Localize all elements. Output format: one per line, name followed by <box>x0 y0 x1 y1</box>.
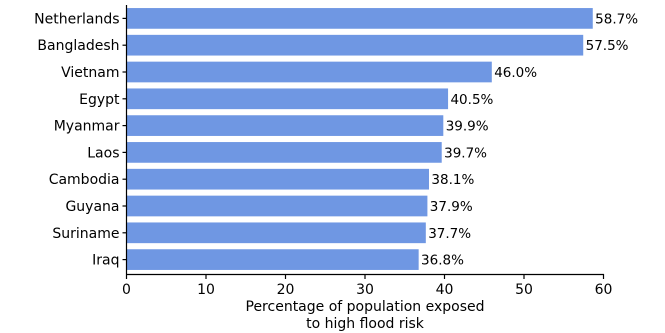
bar-iraq <box>126 248 420 271</box>
category-label: Vietnam <box>61 65 119 81</box>
category-label: Netherlands <box>34 11 119 27</box>
data-labels: 58.7% 57.5% 46.0%40.5% 39.9% 39.7% 38.1% 37.9%… <box>421 11 638 268</box>
bar-egypt <box>126 87 449 110</box>
category-label: Bangladesh <box>37 38 119 54</box>
x-tick-label: 50 <box>515 282 533 298</box>
x-axis-title-line-2: to high flood risk <box>306 316 425 332</box>
data-label: 57.5% <box>586 38 629 54</box>
x-tick-label: 10 <box>197 282 215 298</box>
category-label: Myanmar <box>54 119 120 135</box>
bar-laos <box>126 141 443 164</box>
x-axis-title-line-1: Percentage of population exposed <box>246 299 485 315</box>
data-label: 46.0% <box>494 65 537 81</box>
category-label: Suriname <box>52 226 119 242</box>
bar-myanmar <box>126 114 445 137</box>
bar-suriname <box>126 221 427 244</box>
data-label: 40.5% <box>450 92 493 108</box>
category-labels: Netherlands Bangladesh Vietnam Egypt Myanmar… <box>34 11 127 269</box>
bar-cambodia <box>126 168 430 191</box>
x-tick-label: 40 <box>436 282 454 298</box>
x-tick-label: 20 <box>277 282 295 298</box>
bar-netherlands <box>126 7 594 30</box>
x-tick-label: 60 <box>595 282 613 298</box>
data-label: 36.8% <box>421 253 464 269</box>
x-tick-label: 0 <box>122 282 131 298</box>
data-label: 38.1% <box>431 172 474 188</box>
category-label: Iraq <box>92 253 119 269</box>
x-axis-ticks: 0 10 20 30 40 50 60 <box>122 274 612 298</box>
data-label: 37.7% <box>428 226 471 242</box>
category-label: Egypt <box>79 92 120 108</box>
category-label: Guyana <box>65 199 119 215</box>
data-label: 39.7% <box>444 145 487 161</box>
bar-vietnam <box>126 60 493 84</box>
bar-bangladesh <box>126 34 585 57</box>
data-label: 37.9% <box>430 199 473 215</box>
category-label: Cambodia <box>49 172 120 188</box>
bar-guyana <box>126 194 429 218</box>
data-label: 58.7% <box>595 11 638 27</box>
category-label: Laos <box>87 145 119 161</box>
bars-group <box>126 7 594 271</box>
data-label: 39.9% <box>446 119 489 135</box>
x-tick-label: 30 <box>356 282 374 298</box>
